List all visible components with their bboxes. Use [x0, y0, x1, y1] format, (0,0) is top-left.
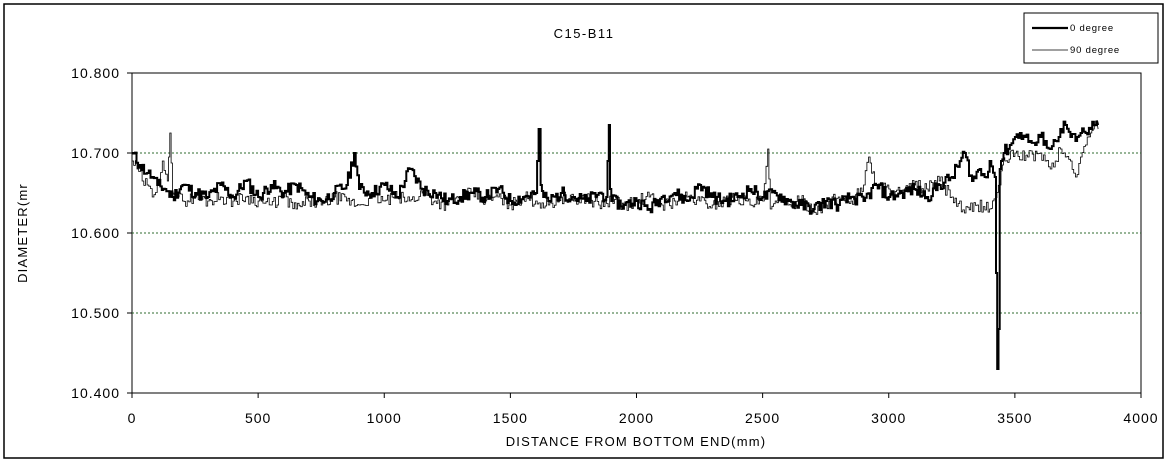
x-tick-label: 1500	[493, 410, 528, 426]
legend-label-90-degree: 90 degree	[1070, 45, 1120, 56]
grid-lines	[132, 152, 1141, 314]
x-tick-label: 2000	[619, 410, 654, 426]
legend-label-0-degree: 0 degree	[1070, 23, 1114, 34]
x-tick-label: 3500	[997, 410, 1032, 426]
x-tick-label: 4000	[1123, 410, 1158, 426]
chart-border	[3, 3, 1164, 459]
x-tick-label: 0	[128, 410, 137, 426]
legend-box	[1023, 12, 1159, 64]
series-line-90-degree	[132, 120, 1099, 215]
y-tick-label: 10.600	[71, 225, 120, 241]
x-axis-label: DISTANCE FROM BOTTOM END(mm)	[506, 434, 767, 449]
y-tick-label: 10.500	[71, 305, 120, 321]
x-axis-ticks: 0 500 1000 1500 2000 2500 3000 3500 4000	[128, 393, 1158, 426]
x-tick-label: 500	[245, 410, 271, 426]
x-tick-label: 3000	[871, 410, 906, 426]
y-axis-ticks: 10.400 10.500 10.600 10.700 10.800	[71, 65, 132, 401]
y-tick-label: 10.700	[71, 145, 120, 161]
series-lines	[132, 120, 1100, 370]
x-tick-label: 2500	[745, 410, 780, 426]
chart-title: C15-B11	[554, 26, 615, 41]
y-tick-label: 10.800	[71, 65, 120, 81]
legend: 0 degree 90 degree	[1023, 12, 1159, 64]
y-axis-label: DIAMETER(mr	[15, 183, 30, 283]
x-tick-label: 1000	[367, 410, 402, 426]
y-tick-label: 10.400	[71, 385, 120, 401]
